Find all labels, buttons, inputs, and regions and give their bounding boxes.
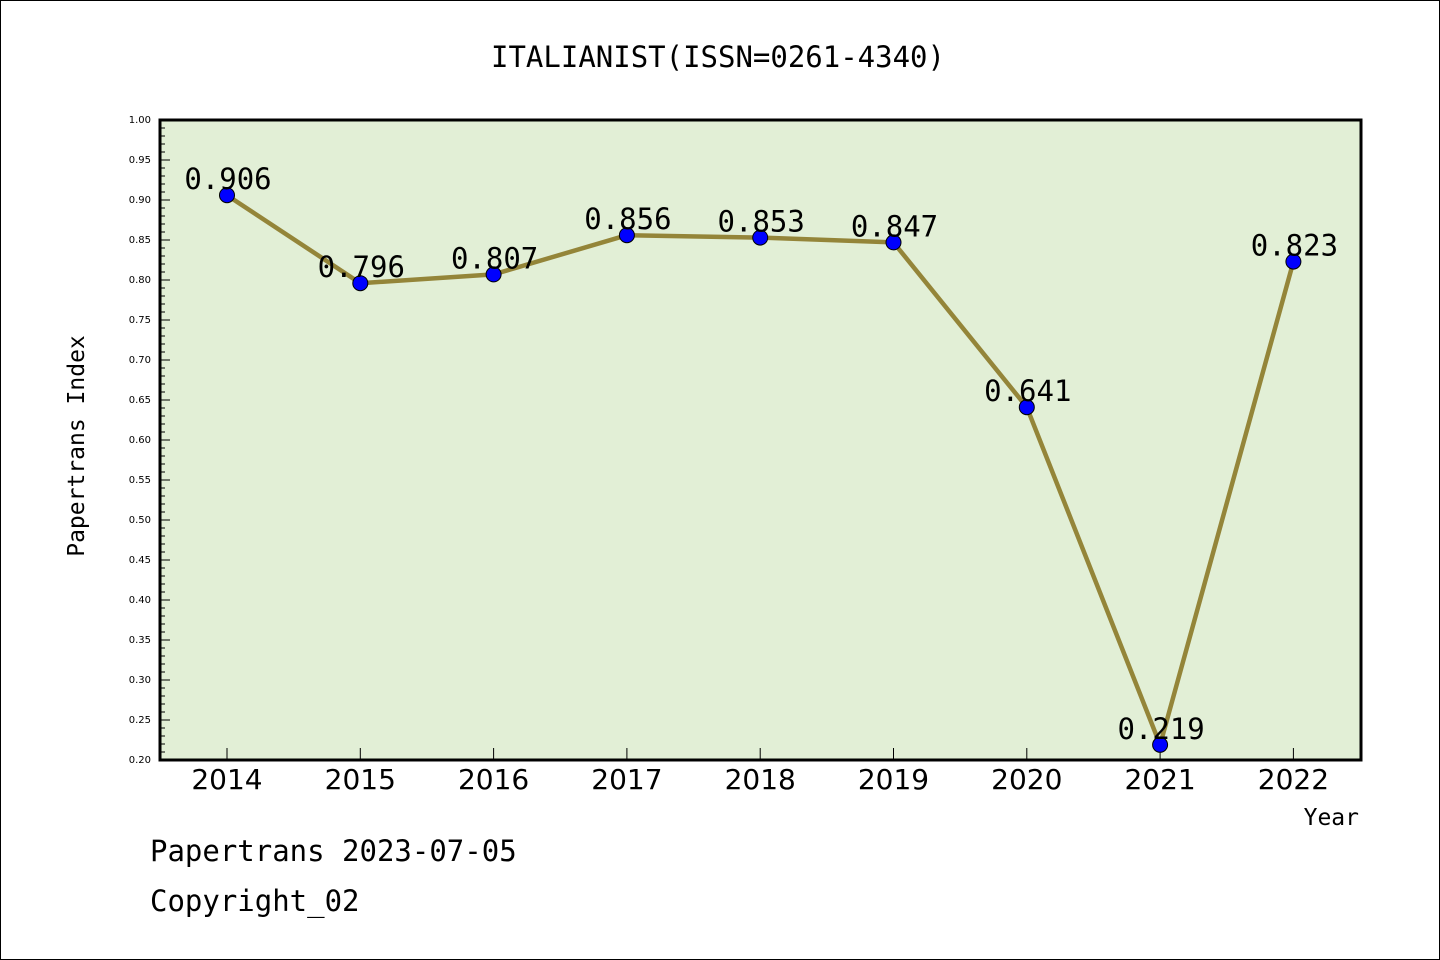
y-tick-label: 0.65 — [129, 395, 151, 406]
data-label: 0.856 — [584, 202, 671, 236]
y-tick-label: 0.45 — [129, 555, 151, 566]
footer-date: Papertrans 2023-07-05 — [150, 834, 517, 868]
y-tick-label: 0.25 — [129, 715, 151, 726]
x-axis: 2014 2015 2016 2017 2018 2019 2020 2021 2022 — [191, 748, 1329, 796]
x-tick-label: 2018 — [725, 763, 796, 796]
data-label: 0.906 — [184, 162, 271, 196]
chart-title: ITALIANIST(ISSN=0261-4340) — [491, 40, 945, 74]
data-label: 0.847 — [851, 209, 938, 243]
y-tick-label: 0.95 — [129, 155, 151, 166]
footer-copyright: Copyright_02 — [150, 884, 360, 918]
y-tick-label: 0.90 — [129, 195, 151, 206]
data-point — [485, 266, 502, 283]
data-label: 0.853 — [718, 205, 805, 239]
y-tick-label: 1.00 — [129, 115, 151, 126]
x-tick-label: 2019 — [858, 763, 929, 796]
x-tick-label: 2014 — [191, 763, 262, 796]
y-tick-label: 0.85 — [129, 235, 151, 246]
y-axis-label: Papertrans Index — [64, 335, 90, 557]
data-point — [352, 275, 369, 292]
y-tick-label: 0.40 — [129, 595, 151, 606]
plot-area — [158, 118, 1363, 762]
x-tick-label: 2016 — [458, 763, 529, 796]
data-label: 0.807 — [451, 241, 538, 275]
x-tick-label: 2020 — [991, 763, 1062, 796]
x-tick-label: 2017 — [591, 763, 662, 796]
data-point — [752, 229, 769, 246]
data-point — [219, 187, 235, 204]
data-point — [885, 234, 902, 251]
y-tick-label: 0.80 — [129, 275, 151, 286]
data-point — [1018, 399, 1035, 416]
y-tick-label: 0.55 — [129, 475, 151, 486]
data-point — [1152, 736, 1169, 753]
data-label: 0.796 — [318, 250, 405, 284]
data-label: 0.823 — [1251, 229, 1338, 263]
y-tick-label: 0.35 — [129, 635, 151, 646]
y-tick-label: 0.70 — [129, 355, 151, 366]
y-axis: 0.20 0.25 0.30 0.35 0.40 0.45 0.50 0.55 0.60 0.65… — [129, 115, 170, 766]
x-tick-label: 2015 — [325, 763, 396, 796]
x-axis-label: Year — [1304, 805, 1359, 831]
data-point — [1285, 253, 1302, 270]
data-label: 0.641 — [984, 374, 1071, 408]
x-tick-label: 2021 — [1124, 763, 1195, 796]
x-tick-label: 2022 — [1258, 763, 1329, 796]
data-label: 0.219 — [1117, 712, 1204, 746]
y-tick-label: 0.30 — [129, 675, 151, 686]
y-tick-label: 0.20 — [129, 755, 151, 766]
data-point — [618, 227, 635, 244]
data-labels: 0.906 0.796 0.807 0.856 0.853 0.847 0.641 0.219… — [184, 162, 1338, 746]
series-layer — [219, 187, 1302, 753]
y-tick-label: 0.75 — [129, 315, 151, 326]
y-tick-label: 0.50 — [129, 515, 151, 526]
y-tick-label: 0.60 — [129, 435, 151, 446]
